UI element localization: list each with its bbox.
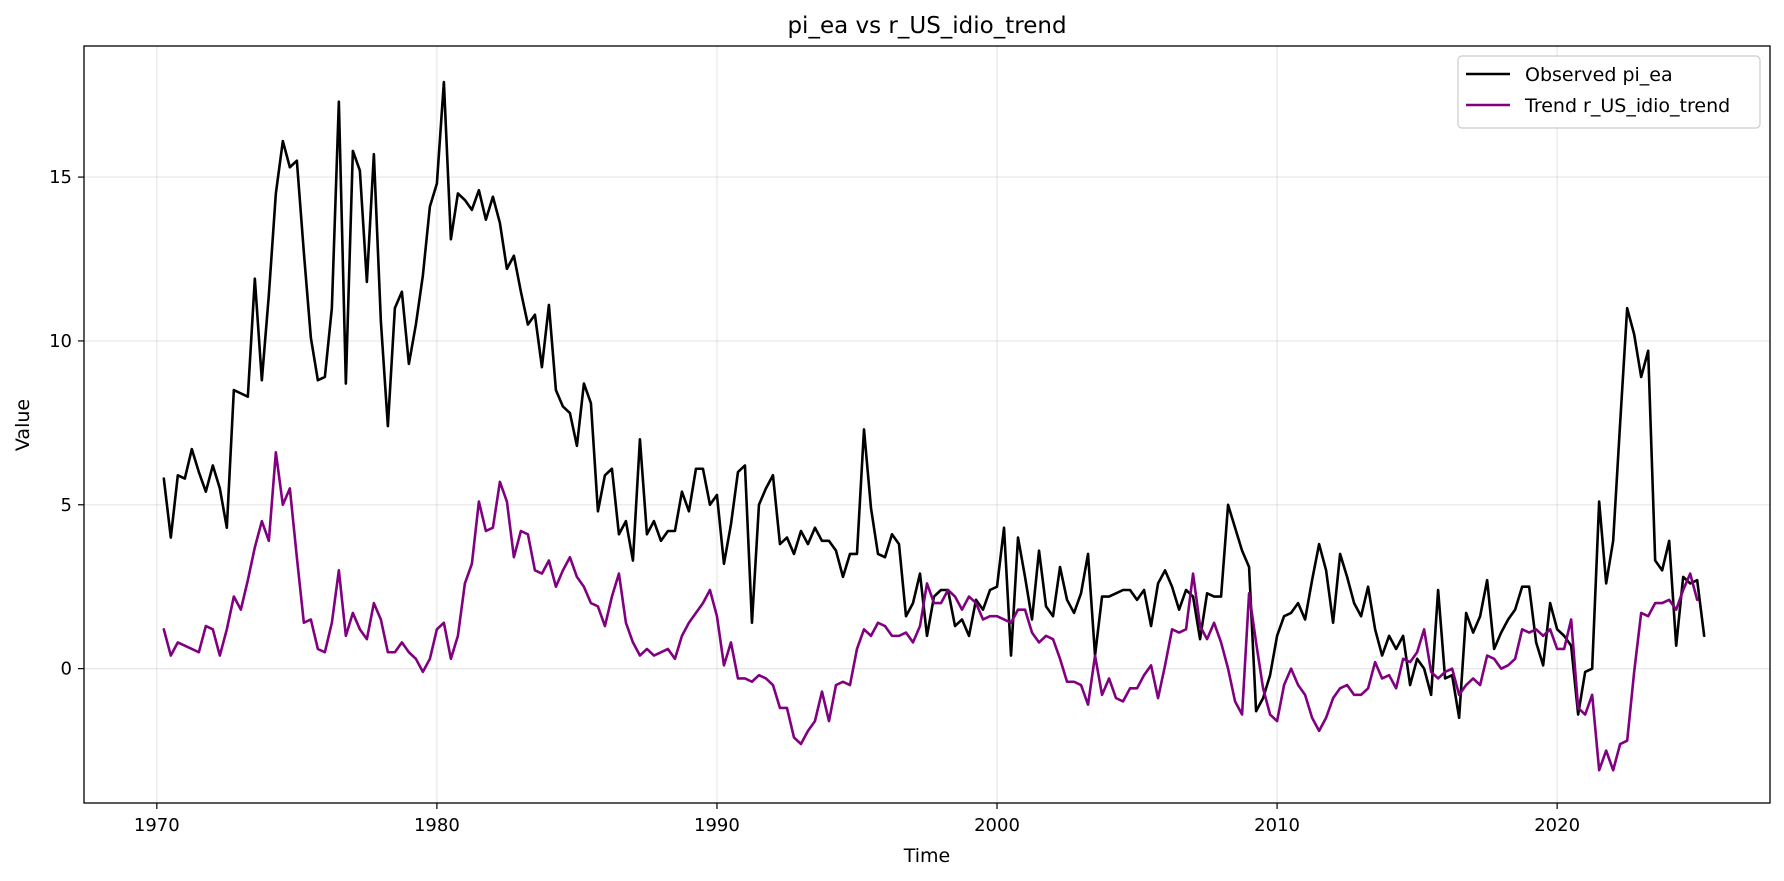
x-axis-label: Time [903,845,951,867]
x-tick-label: 1980 [414,815,460,836]
plot-frame [83,45,1771,804]
x-tick-label: 2000 [974,815,1020,836]
y-tick-label: 0 [61,659,72,680]
chart-title: pi_ea vs r_US_idio_trend [787,13,1066,39]
y-tick-label: 10 [49,331,72,352]
grid [84,46,1770,803]
y-tick-label: 5 [61,495,72,516]
y-axis-label: Value [12,399,34,451]
x-tick-label: 1990 [694,815,740,836]
legend-box [1457,55,1761,129]
legend-label-observed: Observed pi_ea [1525,64,1673,86]
legend: Observed pi_ea Trend r_US_idio_trend [1457,55,1761,129]
series-layer [162,80,1706,772]
series-line-trend-r-us-idio-trend [162,451,1699,772]
x-tick-label: 2010 [1254,815,1300,836]
x-tick-label: 1970 [134,815,180,836]
y-tick-label: 15 [49,167,72,188]
x-tick-label: 2020 [1534,815,1580,836]
series-line-observed-pi-ea [162,80,1706,720]
legend-label-trend: Trend r_US_idio_trend [1524,95,1730,117]
axis-ticks: 1970 1980 1990 2000 2010 2020 0 5 10 15 [49,167,1580,836]
